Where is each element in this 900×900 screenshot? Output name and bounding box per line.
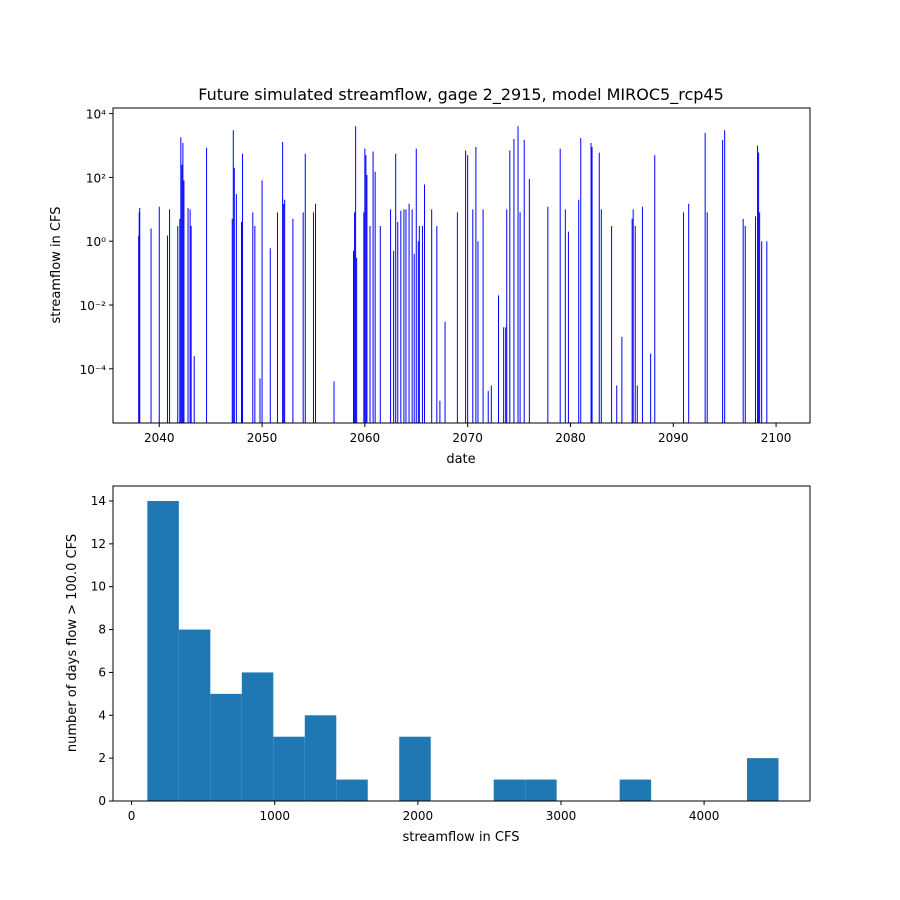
histogram-bar <box>273 736 305 801</box>
x-tick-label: 2060 <box>350 431 381 445</box>
histogram-bar <box>399 736 431 801</box>
histogram-bar <box>304 715 337 801</box>
timeseries-plot-frame <box>112 107 811 424</box>
y-tick-label: 10⁰ <box>86 235 106 249</box>
x-tick-label: 2050 <box>247 431 278 445</box>
histogram-bar <box>241 672 274 801</box>
histogram-bar <box>336 779 368 801</box>
histogram-x-ticks: 0 1000 2000 3000 4000 <box>128 801 720 823</box>
y-tick-label: 10⁻⁴ <box>80 363 107 377</box>
x-tick-label: 1000 <box>259 809 290 823</box>
timeseries-y-ticks: 10⁻⁴ 10⁻² 10⁰ 10² 10⁴ <box>80 108 113 377</box>
x-tick-label: 2040 <box>144 431 175 445</box>
x-tick-label: 2090 <box>658 431 689 445</box>
timeseries-x-ticks: 2040 2050 2060 2070 2080 2090 2100 <box>144 423 791 445</box>
timeseries-title: Future simulated streamflow, gage 2_2915… <box>198 85 724 105</box>
y-tick-label: 12 <box>91 537 106 551</box>
histogram-bar <box>210 693 242 801</box>
histogram-y-ticks: 0 2 4 6 8 10 12 14 <box>91 494 113 808</box>
histogram-y-axis-label: number of days flow > 100.0 CFS <box>65 534 80 752</box>
y-tick-label: 0 <box>98 794 106 808</box>
x-tick-label: 0 <box>128 809 136 823</box>
x-tick-label: 4000 <box>689 809 720 823</box>
y-tick-label: 10⁻² <box>80 299 107 313</box>
histogram-bars <box>147 501 779 801</box>
histogram-bar <box>619 779 652 801</box>
timeseries-y-axis-label: streamflow in CFS <box>49 206 64 323</box>
y-tick-label: 10⁴ <box>86 108 106 122</box>
timeseries-chart: Future simulated streamflow, gage 2_2915… <box>49 85 811 467</box>
y-tick-label: 6 <box>98 665 106 679</box>
x-tick-label: 2080 <box>555 431 586 445</box>
x-tick-label: 2070 <box>452 431 483 445</box>
y-tick-label: 8 <box>98 623 106 637</box>
y-tick-label: 10 <box>91 580 106 594</box>
x-tick-label: 2100 <box>761 431 792 445</box>
timeseries-lines <box>138 126 768 423</box>
histogram-bar <box>178 629 211 801</box>
histogram-bar <box>147 501 179 801</box>
x-tick-label: 2000 <box>403 809 434 823</box>
histogram-x-axis-label: streamflow in CFS <box>402 830 519 845</box>
histogram-chart: 0 1000 2000 3000 4000 0 2 4 6 8 10 12 14 streamflow… <box>65 485 811 845</box>
timeseries-x-axis-label: date <box>446 452 475 467</box>
histogram-plot-frame <box>112 485 811 802</box>
y-tick-label: 4 <box>98 708 106 722</box>
y-tick-label: 10² <box>86 171 106 185</box>
y-tick-label: 2 <box>98 751 106 765</box>
x-tick-label: 3000 <box>546 809 577 823</box>
histogram-bar <box>747 758 779 801</box>
histogram-bar <box>493 779 526 801</box>
histogram-bar <box>525 779 557 801</box>
y-tick-label: 14 <box>91 494 106 508</box>
